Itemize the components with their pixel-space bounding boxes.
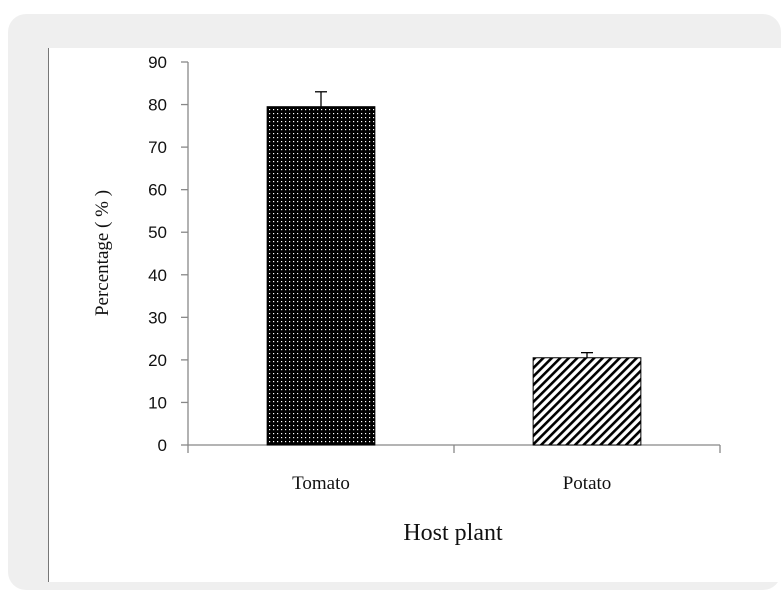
y-tick-label: 60 (148, 181, 167, 200)
figure-frame (8, 14, 781, 590)
bar-potato (532, 357, 642, 446)
x-tick-label-tomato: Tomato (292, 473, 350, 494)
bar-tomato (266, 106, 376, 446)
y-tick-label: 90 (148, 53, 167, 72)
y-tick-label: 40 (148, 266, 167, 285)
x-tick-label-potato: Potato (563, 473, 612, 494)
y-tick-label: 0 (158, 436, 167, 455)
labels: Host plant Percentage ( % ) (92, 190, 503, 546)
axes: 0 10 20 30 40 50 60 70 80 90 Tomato Potato (148, 53, 721, 494)
y-tick-label: 30 (148, 308, 167, 327)
x-axis-label: Host plant (403, 520, 503, 546)
bars (266, 91, 642, 446)
y-tick-label: 50 (148, 223, 167, 242)
y-tick-label: 80 (148, 96, 167, 115)
chart-panel (48, 48, 781, 582)
y-tick-label: 70 (148, 138, 167, 157)
y-axis-label: Percentage ( % ) (92, 190, 113, 316)
y-tick-label: 20 (148, 351, 167, 370)
y-tick-label: 10 (148, 393, 167, 412)
